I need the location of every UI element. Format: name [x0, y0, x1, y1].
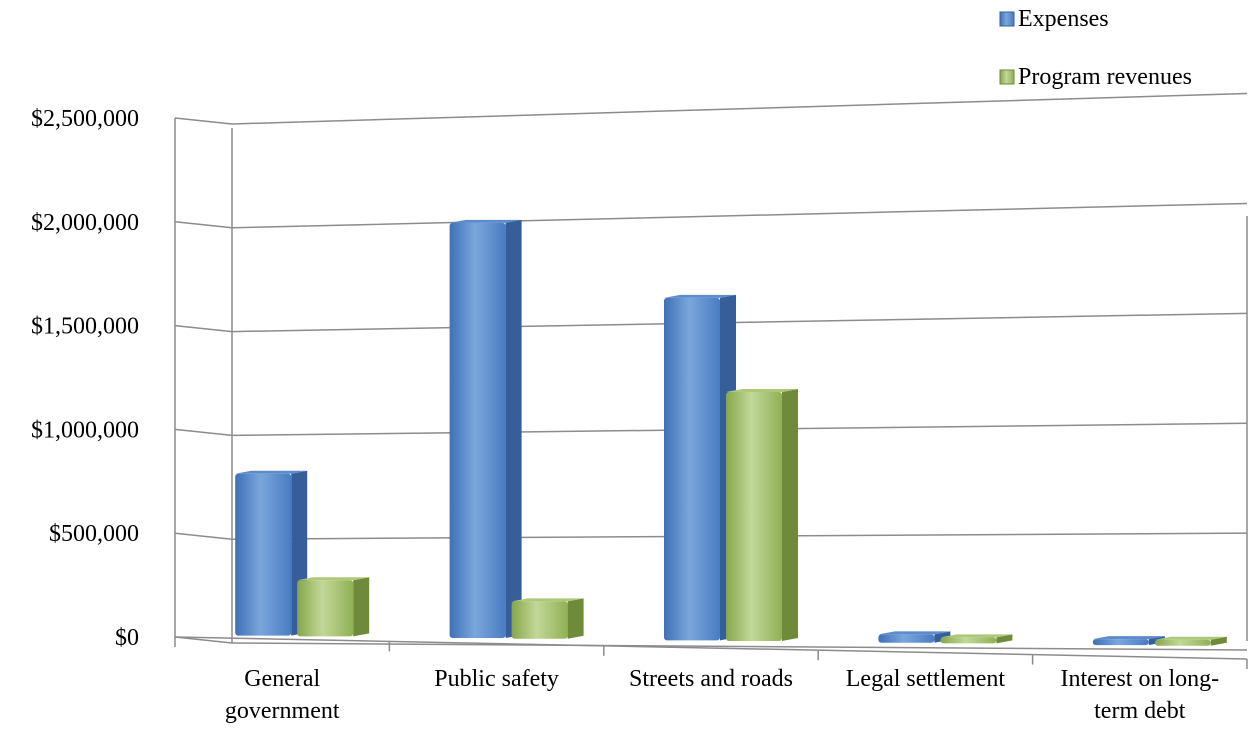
- y-tick-label: $0: [115, 625, 139, 651]
- bars: [235, 219, 1227, 646]
- bar-top: [511, 598, 584, 602]
- wall-gridline: [174, 117, 233, 125]
- wall-gridline: [174, 428, 233, 437]
- bar-side: [505, 219, 522, 639]
- y-tick-label: $1,500,000: [31, 314, 139, 340]
- axes: [174, 118, 1248, 669]
- x-axis-line: [174, 636, 1248, 660]
- bar-program-revenues: [726, 391, 782, 642]
- bar-program-revenues: [1154, 639, 1211, 646]
- x-tick-label: Interest on long-: [1060, 666, 1219, 692]
- wall-gridline: [174, 324, 233, 333]
- x-tick-label: government: [225, 698, 340, 724]
- bar-side: [567, 598, 584, 639]
- legend-label: Program revenues: [1018, 64, 1192, 90]
- legend-swatch: [999, 69, 1015, 85]
- bar-top: [449, 219, 522, 223]
- wall-gridline: [174, 636, 233, 644]
- bar-side: [782, 388, 798, 642]
- bar-top: [664, 294, 736, 298]
- gridline: [231, 92, 1248, 125]
- wall-gridline: [174, 532, 233, 540]
- x-tick-label: Legal settlement: [846, 666, 1006, 692]
- bar-program-revenues: [511, 601, 568, 639]
- bar-program-revenues: [940, 637, 997, 644]
- bar-top: [940, 634, 1013, 638]
- gridline: [231, 642, 1248, 651]
- gridline: [231, 312, 1248, 333]
- bar-top: [235, 470, 308, 474]
- wall-gridline: [174, 221, 233, 229]
- bar-side: [353, 577, 370, 637]
- bar-top: [297, 577, 370, 581]
- bar-top: [1154, 636, 1227, 640]
- gridline: [231, 202, 1248, 229]
- bar-program-revenues: [297, 580, 354, 637]
- legend: Expenses Program revenues: [999, 6, 1192, 90]
- bar-expenses: [878, 634, 935, 643]
- bar-expenses: [1092, 639, 1149, 646]
- x-tick-labels: General government Public safety Streets an…: [225, 666, 1219, 724]
- y-tick-label: $1,000,000: [31, 417, 139, 443]
- legend-swatch: [999, 11, 1015, 27]
- x-tick-label: term debt: [1094, 698, 1186, 724]
- bar-top: [1092, 636, 1165, 640]
- bar-top: [878, 631, 951, 635]
- bar-top: [726, 388, 798, 392]
- y-tick-label: $2,500,000: [31, 106, 139, 132]
- bar-expenses: [235, 473, 292, 636]
- legend-label: Expenses: [1018, 6, 1109, 32]
- x-tick-label: General: [244, 666, 320, 692]
- bar-expenses: [664, 297, 720, 641]
- bar-expenses: [449, 222, 506, 639]
- x-tick-label: Streets and roads: [629, 666, 793, 692]
- y-tick-label: $2,000,000: [31, 210, 139, 236]
- y-tick-label: $500,000: [49, 521, 139, 547]
- y-tick-labels: $0 $500,000 $1,000,000 $1,500,000 $2,000,000…: [31, 106, 139, 651]
- x-tick-label: Public safety: [434, 666, 559, 692]
